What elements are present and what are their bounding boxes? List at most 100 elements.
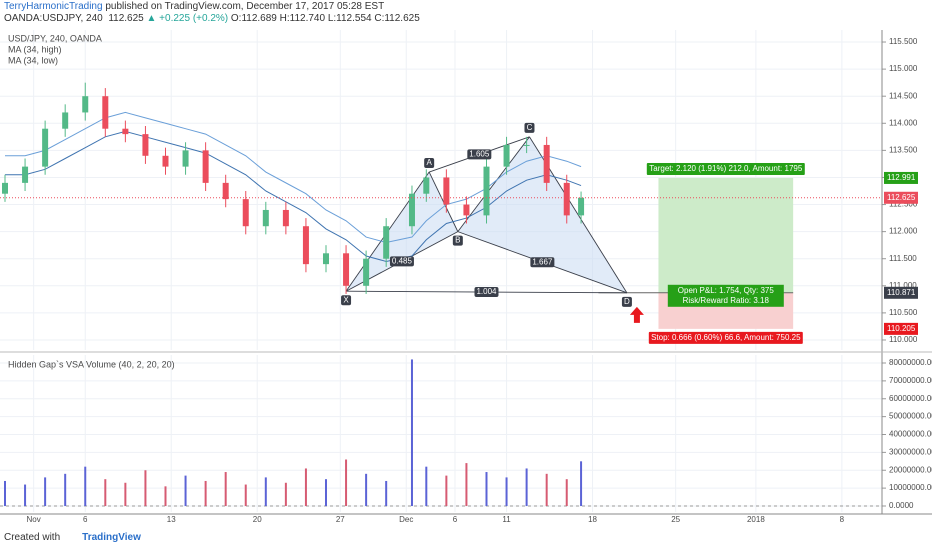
candle-body [302, 226, 309, 265]
x-tick-label: 18 [588, 515, 597, 524]
volume-bar [545, 473, 548, 506]
target-label-box [646, 162, 805, 175]
point-box [452, 235, 463, 246]
candle-body [162, 155, 169, 167]
volume-bar [485, 472, 488, 506]
entry-arrow [629, 306, 644, 323]
y-tick-label: 10000000.0000 [889, 483, 932, 492]
x-tick-label: 6 [83, 515, 88, 524]
point-label: A [426, 158, 432, 167]
ratio-box [474, 287, 499, 298]
publish-line: TerryHarmonicTrading published on Tradin… [4, 1, 420, 13]
axis-badge [884, 322, 918, 335]
pnl-label: Open P&L: 1.754, Qty: 375 [678, 286, 775, 295]
y-tick-label: 20000000.0000 [889, 465, 932, 474]
candle-body [408, 193, 415, 227]
y-tick-label: 80000000.0000 [889, 358, 932, 367]
rr-label: Risk/Reward Ratio: 3.18 [683, 296, 770, 305]
candle-body [423, 177, 430, 194]
volume-bar [365, 473, 368, 506]
x-tick-label: Nov [27, 515, 41, 524]
ratio-box [467, 149, 492, 160]
volume-bar [4, 480, 6, 506]
volume-bar [164, 486, 167, 506]
y-tick-label: 112.000 [889, 227, 918, 236]
ohlc: O:112.689 H:112.740 L:112.554 C:112.625 [230, 13, 420, 24]
point-box [621, 296, 632, 307]
x-tick-label: 11 [502, 515, 511, 524]
candle-body [563, 182, 570, 216]
stop-label-box [648, 331, 803, 344]
author[interactable]: TerryHarmonicTrading [4, 1, 103, 12]
symbol: OANDA:USDJPY, 240 [4, 13, 103, 24]
candle-body [262, 209, 269, 227]
candle-body [2, 182, 8, 194]
volume-bar [580, 461, 583, 506]
point-box [524, 122, 535, 133]
target-label: Target: 2.120 (1.91%) 212.0, Amount: 179… [649, 164, 803, 173]
ratio-box [530, 257, 555, 268]
chart: Nov 6 13 20 27 Dec 6 11 18 25 2018 8 110.000 110.500 1… [0, 30, 932, 524]
y-tick-label: 113.500 [889, 145, 918, 154]
volume-bar [204, 480, 207, 506]
candle-body [543, 144, 550, 183]
volume-bar [184, 475, 187, 506]
axis-badge [884, 286, 918, 299]
candle-body [322, 253, 329, 265]
pattern-fill [346, 172, 458, 292]
volume-bar [24, 484, 27, 506]
y-tick-label: 114.000 [889, 118, 918, 127]
candle-body [122, 128, 129, 135]
axis-badge-label: 112.991 [887, 173, 916, 182]
pnl-box [667, 284, 784, 307]
volume-bar [84, 466, 87, 506]
ma-line [5, 130, 582, 262]
legend-entry: Hidden Gap`s VSA Volume (40, 2, 20, 20) [8, 359, 175, 369]
y-tick-label: 110.000 [889, 335, 918, 344]
ratio-label: 1.004 [476, 287, 497, 296]
point-box [424, 158, 435, 169]
y-tick-label: 50000000.0000 [889, 412, 932, 421]
volume-bar [385, 480, 388, 506]
last-price: 112.625 [108, 13, 144, 24]
candle-body [578, 197, 585, 216]
volume-bar [525, 468, 528, 506]
x-tick-label: 2018 [747, 515, 765, 524]
candle-body [42, 128, 49, 167]
volume-bar [425, 466, 428, 506]
point-label: B [455, 236, 460, 245]
candle-body [503, 144, 510, 167]
legend-entry: MA (34, high) [8, 44, 62, 54]
stop-label: Stop: 0.666 (0.60%) 66.6, Amount: 750.25 [651, 333, 801, 342]
ratio-label: 1.667 [532, 257, 553, 266]
y-tick-label: 30000000.0000 [889, 447, 932, 456]
legend-entry: MA (34, low) [8, 55, 58, 65]
candle-body [202, 150, 209, 183]
volume-bar [264, 477, 267, 506]
candle-body [363, 258, 370, 286]
candle-body [242, 199, 249, 227]
volume-bar [44, 477, 47, 506]
y-tick-label: 111.000 [889, 281, 917, 290]
volume-bar [410, 359, 413, 506]
axis-badge [884, 191, 918, 204]
y-tick-label: 112.500 [889, 200, 918, 209]
x-tick-label: 20 [253, 515, 262, 524]
header: TerryHarmonicTrading published on Tradin… [4, 1, 420, 25]
candle-body [383, 226, 390, 259]
point-label: D [624, 297, 630, 306]
volume-bar [324, 479, 327, 506]
change: ▲ +0.225 (+0.2%) [146, 13, 229, 24]
brand[interactable]: TradingView [82, 532, 141, 543]
volume-bar [304, 468, 307, 506]
volume-bar [465, 463, 468, 506]
y-tick-label: 0.0000 [889, 501, 914, 510]
x-tick-label: 27 [336, 515, 345, 524]
candle-body [343, 253, 350, 286]
y-tick-label: 110.500 [889, 308, 918, 317]
candle-body [463, 204, 470, 216]
y-tick-label: 40000000.0000 [889, 430, 932, 439]
volume-bar [565, 479, 568, 506]
y-tick-label: 115.000 [889, 64, 918, 73]
volume-bar [445, 475, 448, 506]
